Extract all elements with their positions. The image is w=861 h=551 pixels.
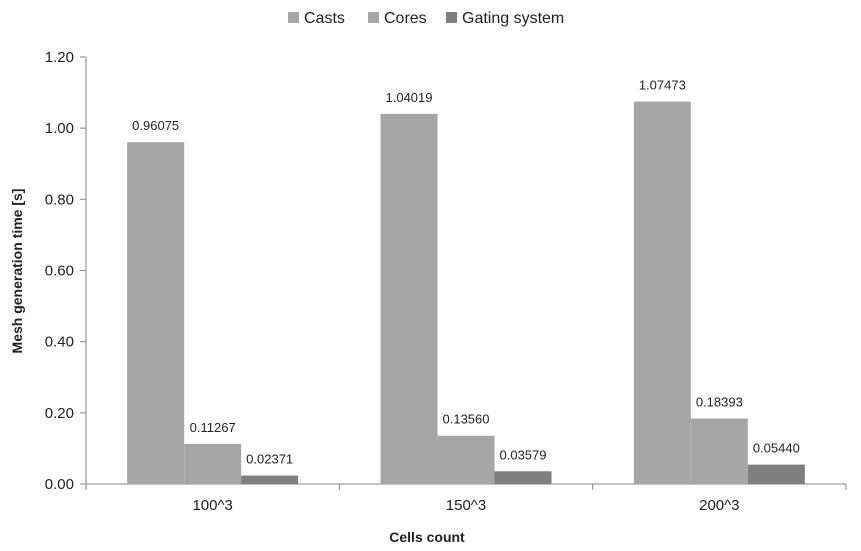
data-label: 0.05440: [753, 441, 800, 456]
y-tick-label: 0.20: [45, 405, 74, 422]
bars: [127, 101, 805, 484]
legend-label: Gating system: [462, 10, 564, 27]
data-label: 0.03579: [500, 447, 547, 462]
bar-gating-system: [747, 464, 805, 484]
bar-cores: [690, 418, 748, 484]
y-tick-label: 1.00: [45, 120, 74, 137]
data-label: 0.96075: [132, 118, 179, 133]
data-label: 1.07473: [639, 78, 686, 93]
data-label: 0.13560: [443, 412, 490, 427]
bar-casts: [380, 113, 438, 484]
legend: Casts Cores Gating system: [288, 10, 564, 27]
legend-swatch: [368, 12, 379, 23]
x-tick-label: 200^3: [699, 497, 739, 514]
x-tick-label: 100^3: [192, 497, 232, 514]
data-labels: 0.96075 1.04019 1.07473 0.11267 0.13560 0.183…: [132, 78, 800, 467]
y-tick-label: 1.20: [45, 49, 74, 66]
bar-casts: [127, 142, 185, 484]
data-label: 0.18393: [696, 395, 743, 410]
bar-cores: [437, 435, 495, 484]
data-label: 0.02371: [246, 452, 293, 467]
legend-label: Cores: [384, 10, 427, 27]
y-tick-label: 0.40: [45, 334, 74, 351]
y-axis-title: Mesh generation time [s]: [9, 189, 25, 354]
bar-gating-system: [494, 471, 552, 484]
bar-gating-system: [241, 475, 299, 484]
data-label: 1.04019: [386, 90, 433, 105]
x-axis: 100^3 150^3 200^3: [85, 483, 847, 514]
legend-label: Casts: [304, 10, 345, 27]
bar-casts: [633, 101, 691, 484]
x-tick-label: 150^3: [446, 497, 486, 514]
y-axis: 0.00 0.20 0.40 0.60 0.80 1.00 1.20: [45, 49, 87, 493]
y-tick-label: 0.00: [45, 476, 74, 493]
y-tick-label: 0.60: [45, 263, 74, 280]
data-label: 0.11267: [190, 420, 236, 435]
legend-swatch: [288, 12, 299, 23]
x-axis-title: Cells count: [389, 529, 465, 545]
bar-cores: [184, 443, 242, 484]
y-tick-label: 0.80: [45, 191, 74, 208]
legend-swatch: [446, 12, 457, 23]
